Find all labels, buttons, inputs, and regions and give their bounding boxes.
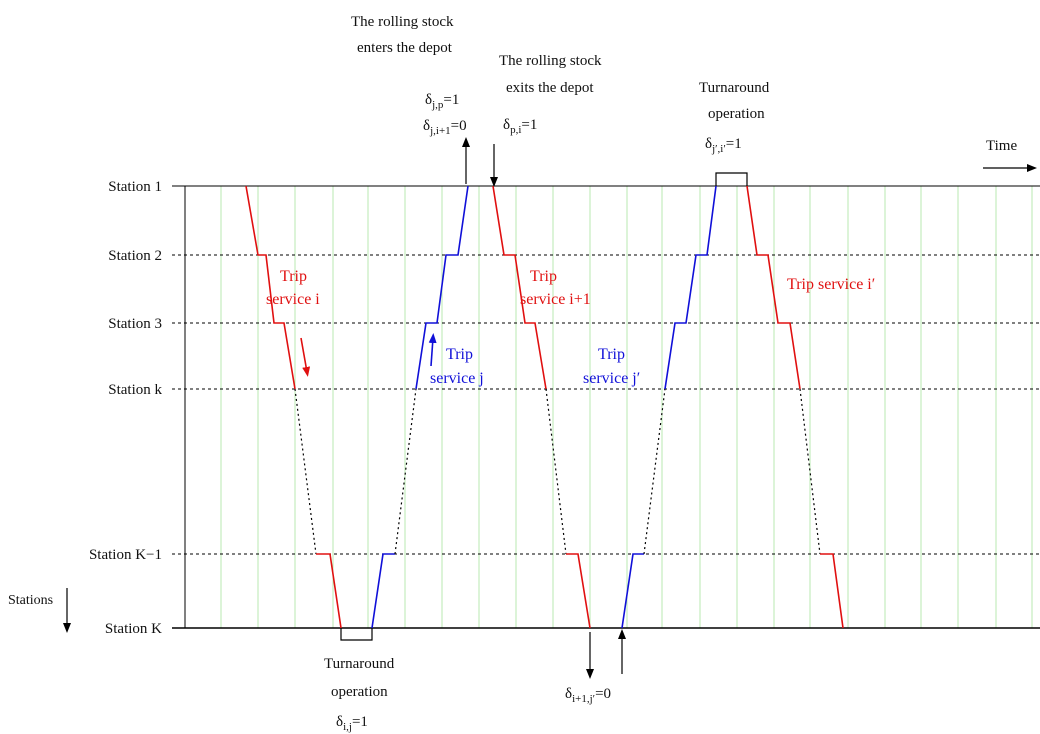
station-label-2: Station 2 bbox=[108, 248, 162, 264]
time-grid bbox=[220, 186, 1033, 628]
trip-j-direction-arrow bbox=[428, 333, 437, 367]
trip-i1-path bbox=[492, 185, 591, 629]
trip-jp-label-2: service j′ bbox=[583, 370, 640, 387]
turnaround-top-text-2: operation bbox=[708, 106, 765, 122]
enters-depot-text-1: The rolling stock bbox=[351, 14, 454, 30]
station-label-K-1: Station K−1 bbox=[89, 547, 162, 563]
turnaround-top-text-1: Turnaround bbox=[699, 80, 770, 96]
trip-i1-label-2: service i+1 bbox=[520, 291, 591, 308]
time-axis-label: Time bbox=[986, 138, 1017, 154]
trip-j-label-2: service j bbox=[430, 370, 484, 387]
station-label-k: Station k bbox=[108, 382, 162, 398]
trip-i-direction-arrow bbox=[300, 337, 311, 377]
turnaround-top-eq: δj′,i′=1 bbox=[705, 136, 742, 155]
station-label-K: Station K bbox=[105, 621, 162, 637]
turnaround-bottom-eq: δi,j=1 bbox=[336, 714, 368, 733]
trip-j-path bbox=[371, 185, 469, 629]
turnaround-box-bottom bbox=[340, 628, 373, 641]
exits-depot-text-1: The rolling stock bbox=[499, 53, 602, 69]
turnaround-bottom-text-1: Turnaround bbox=[324, 656, 395, 672]
trip-i-label-2: service i bbox=[266, 291, 320, 308]
exits-depot-eq: δp,i=1 bbox=[503, 117, 537, 136]
trip-i-label: Trip bbox=[280, 268, 307, 285]
exits-depot-text-2: exits the depot bbox=[506, 80, 594, 96]
station-label-3: Station 3 bbox=[108, 316, 162, 332]
bottom-eq: δi+1,j′=0 bbox=[565, 686, 611, 705]
station-label-1: Station 1 bbox=[108, 179, 162, 195]
turnaround-bottom-text-2: operation bbox=[331, 684, 388, 700]
station-lines bbox=[172, 185, 1040, 629]
enters-depot-eq-2: δj,i+1=0 bbox=[423, 118, 467, 137]
stations-axis-label: Stations bbox=[8, 593, 53, 608]
enters-depot-eq-1: δj,p=1 bbox=[425, 92, 459, 111]
trip-jp-label: Trip bbox=[598, 346, 625, 363]
trip-i1-label: Trip bbox=[530, 268, 557, 285]
trip-ip-path bbox=[746, 185, 844, 629]
trip-ip-label: Trip service i′ bbox=[787, 276, 875, 293]
trip-i-path bbox=[245, 185, 342, 629]
turnaround-box-top bbox=[715, 172, 748, 186]
trip-jp-path bbox=[621, 185, 717, 629]
enters-depot-text-2: enters the depot bbox=[357, 40, 453, 56]
trip-j-label: Trip bbox=[446, 346, 473, 363]
